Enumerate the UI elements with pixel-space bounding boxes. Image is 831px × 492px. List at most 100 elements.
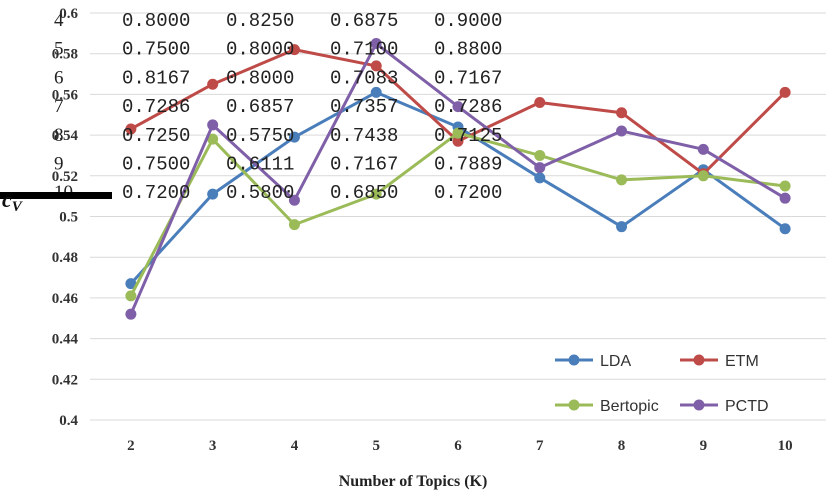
legend-label-pctd: PCTD (725, 398, 769, 415)
x-axis-ticks: 2 3 4 5 6 7 8 9 10 (127, 438, 792, 454)
point-etm (207, 78, 219, 90)
table-cell: 0.7286 (434, 96, 502, 118)
y-tick-label: 0.6 (59, 6, 78, 22)
point-etm (534, 97, 546, 109)
point-pctd (125, 308, 137, 320)
table-cell: 0.5750 (226, 125, 294, 147)
point-bertopic (616, 174, 628, 186)
x-tick-label: 4 (291, 438, 299, 454)
point-etm (616, 107, 628, 119)
point-bertopic (125, 290, 137, 302)
table-cell: 0.7438 (330, 125, 398, 147)
table-cell: 0.7250 (122, 125, 190, 147)
point-pctd (779, 192, 791, 204)
table-cell: 0.5800 (226, 182, 294, 204)
point-pctd (452, 101, 464, 113)
table-cell: 0.9000 (434, 10, 502, 32)
point-pctd (534, 162, 546, 174)
y-tick-label: 0.5 (59, 210, 78, 226)
table-cell: 0.7100 (330, 39, 398, 61)
point-bertopic (207, 133, 219, 145)
table-row-index: 4 (54, 10, 64, 31)
table-cell: 0.7167 (330, 154, 398, 176)
legend-marker-etm (693, 354, 705, 366)
y-tick-label: 0.52 (52, 169, 78, 185)
x-tick-label: 6 (454, 438, 462, 454)
point-pctd (207, 119, 219, 131)
table-cell: 0.7500 (122, 154, 190, 176)
point-bertopic (534, 149, 546, 161)
point-lda (534, 172, 546, 184)
point-etm (452, 135, 464, 147)
legend-marker-bertopic (568, 399, 580, 411)
table-cell: 0.8250 (226, 10, 294, 32)
table-cell: 0.7889 (434, 154, 502, 176)
x-tick-label: 9 (700, 438, 708, 454)
overlay-score-table: 4 0.8000 0.8250 0.6875 0.9000 5 0.7500 0.8000 0.… (54, 10, 502, 204)
ylabel-bar (0, 192, 112, 199)
series-lines (125, 38, 791, 320)
table-cell: 0.7200 (434, 182, 502, 204)
point-pctd (370, 38, 382, 50)
legend-marker-lda (568, 354, 580, 366)
point-bertopic (452, 127, 464, 139)
x-tick-label: 3 (209, 438, 217, 454)
x-tick-label: 2 (127, 438, 135, 454)
table-row-index: 6 (54, 67, 64, 88)
x-axis-label: Number of Topics (K) (339, 473, 488, 490)
table-cell: 0.8000 (226, 39, 294, 61)
point-bertopic (697, 170, 709, 182)
table-cell: 0.6875 (330, 10, 398, 32)
table-cell: 0.7357 (330, 96, 398, 118)
table-cell: 0.7500 (122, 39, 190, 61)
table-cell: 0.7083 (330, 67, 398, 89)
table-cell: 0.6850 (330, 182, 398, 204)
point-pctd (288, 194, 300, 206)
point-lda (288, 131, 300, 143)
table-cell: 0.8000 (226, 67, 294, 89)
point-lda (370, 86, 382, 98)
legend-label-lda: LDA (600, 353, 631, 370)
y-tick-label: 0.56 (52, 87, 79, 103)
point-etm (779, 86, 791, 98)
table-cell: 0.8800 (434, 39, 502, 61)
table-row-index: 8 (54, 125, 64, 146)
point-lda (616, 221, 628, 233)
table-cell: 0.6857 (226, 96, 294, 118)
point-etm (125, 123, 137, 135)
table-row-index: 7 (54, 96, 64, 117)
y-tick-label: 0.44 (52, 332, 79, 348)
table-cell: 0.8000 (122, 10, 190, 32)
x-tick-label: 10 (778, 438, 793, 454)
table-cell: 0.6111 (226, 154, 294, 176)
table-cell: 0.7125 (434, 125, 502, 147)
point-pctd (616, 125, 628, 137)
table-cell: 0.8167 (122, 67, 190, 89)
legend-label-bertopic: Bertopic (600, 398, 659, 415)
y-axis-ticks: 0.4 0.42 0.44 0.46 0.48 0.5 0.52 0.54 0.56 0.58 0.… (52, 6, 79, 429)
y-tick-label: 0.54 (52, 128, 79, 144)
point-bertopic (288, 219, 300, 231)
point-lda (207, 188, 219, 200)
y-axis-label: cV (2, 187, 24, 215)
table-cell: 0.7200 (122, 182, 190, 204)
table-cell: 0.7167 (434, 67, 502, 89)
point-pctd (697, 143, 709, 155)
point-lda (125, 278, 137, 290)
y-tick-label: 0.58 (52, 47, 78, 63)
x-tick-label: 8 (618, 438, 626, 454)
y-tick-label: 0.48 (52, 250, 78, 266)
y-tick-label: 0.4 (59, 413, 78, 429)
legend-marker-pctd (693, 399, 705, 411)
x-tick-label: 5 (372, 438, 380, 454)
table-row-index: 5 (54, 39, 64, 60)
point-lda (779, 223, 791, 235)
point-bertopic (370, 188, 382, 200)
point-etm (370, 60, 382, 72)
point-etm (288, 44, 300, 56)
table-cell: 0.7286 (122, 96, 190, 118)
y-tick-label: 0.42 (52, 372, 78, 388)
x-tick-label: 7 (536, 438, 544, 454)
table-row-index: 9 (54, 154, 64, 175)
